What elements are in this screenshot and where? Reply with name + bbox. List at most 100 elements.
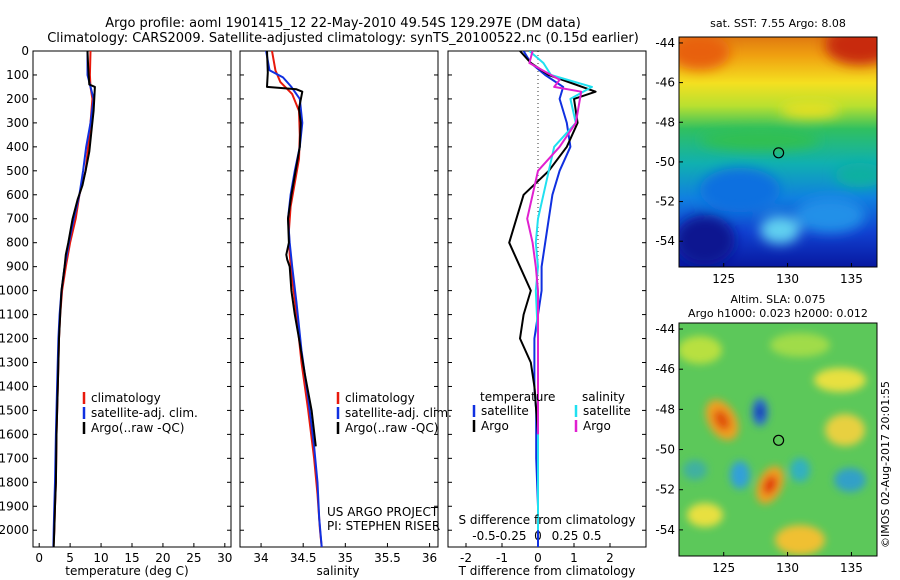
y-tick-label: 400 [6,140,29,154]
sst-map-title: sat. SST: 7.55 Argo: 8.08 [710,17,846,30]
legend-label-climatology: climatology [91,391,161,405]
x-tick-label: 5 [66,551,74,565]
y-tick-label: 1700 [0,451,29,465]
y-tick-label: 900 [6,260,29,274]
profile-lines [52,51,597,547]
map-y-tick-label: -52 [655,483,675,497]
legend-label-satellite: satellite-adj. clim. [345,406,452,420]
map-x-tick-label: 135 [840,561,863,575]
x-tick-label: 1 [570,551,578,565]
legend-label-t-argo: Argo [481,419,509,433]
y-tick-label: 1100 [0,308,29,322]
map-y-tick-label: -54 [655,234,675,248]
sst-map-axes: 125 130 135 -44 -46 -48 -50 -52 -54 [655,36,863,286]
map-x-tick-label: 130 [776,272,799,286]
temperature-legend: climatology satellite-adj. clim. Argo(..… [82,391,198,435]
map-y-tick-label: -54 [655,523,675,537]
x2-tick-label: 0.25 [552,529,579,543]
sla-map-axes: 125 130 135 -44 -46 -48 -50 -52 -54 [655,322,863,575]
figure-title-line2: Climatology: CARS2009. Satellite-adjuste… [47,31,639,46]
sla-map-title: Altim. SLA: 0.075 [730,293,825,306]
t-difference-axis-label: T difference from climatology [458,564,636,578]
map-y-tick-label: -46 [655,362,675,376]
legend-label-s-argo: Argo [583,419,611,433]
series-line-salinity-argo [526,51,583,435]
imos-timestamp: ©IMOS 02-Aug-2017 20:01:55 [879,381,892,548]
legend-label-argo: Argo(..raw -QC) [345,421,438,435]
x-tick-label: 0 [534,551,542,565]
s-difference-axis-label: S difference from climatology [459,513,636,527]
map-y-tick-label: -48 [655,115,675,129]
y-tick-label: 1800 [0,475,29,489]
y-tick-label: 1300 [0,355,29,369]
salinity-legend: climatology satellite-adj. clim. Argo(..… [336,391,452,435]
y-tick-label: 600 [6,188,29,202]
map-x-tick-label: 130 [776,561,799,575]
x-tick-label: 20 [155,551,170,565]
map-y-tick-label: -50 [655,155,675,169]
salinity-axis-label: salinity [316,564,359,578]
series-line-argo-raw-qc- [52,51,96,547]
y-tick-label: 700 [6,212,29,226]
x-tick-label: 0 [35,551,43,565]
map-x-tick-label: 125 [712,561,735,575]
legend-title-salinity: salinity [582,390,625,404]
series-line-temperature-argo [508,51,597,459]
x-tick-label: -1 [496,551,508,565]
x-tick-label: 10 [93,551,108,565]
y-tick-label: 1600 [0,427,29,441]
difference-legend: temperature satellite Argo salinity sate… [472,390,631,433]
map-y-tick-label: -44 [655,36,675,50]
y-tick-label: 1000 [0,284,29,298]
map-y-tick-label: -52 [655,195,675,209]
y-tick-label: 0 [21,44,29,58]
legend-label-argo: Argo(..raw -QC) [91,421,184,435]
x-tick-label: 35 [338,551,353,565]
x-tick-label: 35.5 [374,551,401,565]
y-tick-label: 1200 [0,332,29,346]
x2-tick-label: -0.25 [495,529,526,543]
map-y-tick-label: -48 [655,402,675,416]
y-tick-label: 300 [6,116,29,130]
figure-title-line1: Argo profile: aoml 1901415_12 22-May-201… [105,16,581,31]
y-tick-label: 800 [6,236,29,250]
x-tick-label: 15 [124,551,139,565]
difference-panel-frame [447,50,647,548]
x-tick-label: 34.5 [290,551,317,565]
series-line-argo-raw-qc- [266,51,317,447]
map-x-tick-label: 135 [840,272,863,286]
argo-position-markers [773,147,785,446]
temperature-axis-label: temperature (deg C) [65,564,188,578]
legend-label-t-satellite: satellite [481,404,529,418]
legend-label-s-satellite: satellite [583,404,631,418]
project-annotation: US ARGO PROJECT [327,505,439,519]
sla-map [679,323,877,556]
sst-map [679,37,877,267]
x-tick-label: 34 [253,551,268,565]
y-tick-label: 200 [6,92,29,106]
x-tick-label: -2 [460,551,472,565]
pi-annotation: PI: STEPHEN RISER [327,519,440,533]
x-tick-label: 25 [186,551,201,565]
axes-ticks: 0 5 10 15 20 25 300100200300400500600700800900… [0,44,646,565]
x-tick-label: 30 [217,551,232,565]
argo-position-marker [773,147,785,159]
legend-label-satellite: satellite-adj. clim. [91,406,198,420]
salinity-panel-frame [239,50,439,548]
y-tick-label: 1500 [0,403,29,417]
x-tick-label: 2 [606,551,614,565]
map-y-tick-label: -44 [655,322,675,336]
legend-label-climatology: climatology [345,391,415,405]
y-tick-label: 500 [6,164,29,178]
argo-position-marker [773,434,785,446]
sla-map-subtitle: Argo h1000: 0.023 h2000: 0.012 [688,307,868,320]
legend-title-temperature: temperature [480,390,555,404]
y-tick-label: 1900 [0,499,29,513]
x2-tick-label: -0.5 [472,529,495,543]
map-y-tick-label: -50 [655,443,675,457]
x-tick-label: 36 [422,551,437,565]
map-x-tick-label: 125 [712,272,735,286]
y-tick-label: 100 [6,68,29,82]
map-y-tick-label: -46 [655,76,675,90]
